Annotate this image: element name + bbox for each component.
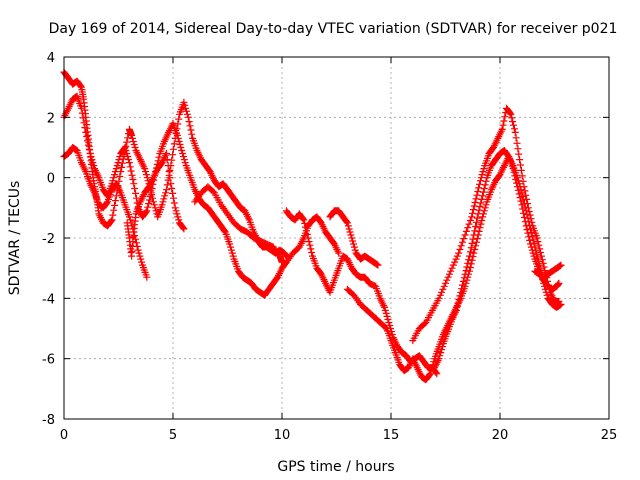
data-point-markers: [123, 150, 188, 260]
x-tick-label: 0: [60, 428, 68, 443]
series-track-10: [431, 147, 565, 372]
chart-title: Day 169 of 2014, Sidereal Day-to-day VTE…: [49, 21, 618, 37]
data-point-markers: [409, 104, 563, 345]
data-point-markers: [191, 183, 286, 266]
y-tick-label: 0: [47, 172, 55, 187]
y-tick-label: -8: [42, 413, 55, 428]
x-axis-label: GPS time / hours: [277, 459, 394, 475]
data-point-markers: [431, 147, 565, 372]
data-point-markers: [60, 68, 290, 260]
x-tick-label: 5: [169, 428, 177, 443]
data-points: [60, 68, 565, 384]
x-tick-label: 15: [383, 428, 400, 443]
x-tick-label: 20: [492, 428, 509, 443]
x-tick-label: 10: [274, 428, 291, 443]
data-point-markers: [282, 207, 441, 378]
series-track-1: [60, 68, 290, 260]
grid-lines: [64, 57, 609, 419]
y-tick-label: -2: [42, 232, 55, 247]
series-track-4: [123, 150, 188, 260]
y-axis-label: SDTVAR / TECUs: [7, 181, 23, 296]
y-tick-label: 2: [47, 111, 55, 126]
series-track-6: [282, 207, 441, 378]
y-tick-label: 4: [47, 51, 55, 66]
data-point-markers: [326, 207, 382, 269]
series-track-5: [191, 183, 286, 266]
y-tick-label: -6: [42, 353, 55, 368]
series-track-7: [326, 207, 382, 269]
x-tick-label: 25: [601, 428, 618, 443]
series-track-9: [409, 104, 563, 345]
axis-ticks: [63, 56, 610, 420]
tick-labels: 0 5 10 15 20 25 -8 -6 -4 -2 0 2 4: [42, 51, 617, 443]
data-point-markers: [531, 261, 565, 281]
y-tick-label: -4: [42, 292, 55, 307]
series-track-11: [531, 261, 565, 281]
